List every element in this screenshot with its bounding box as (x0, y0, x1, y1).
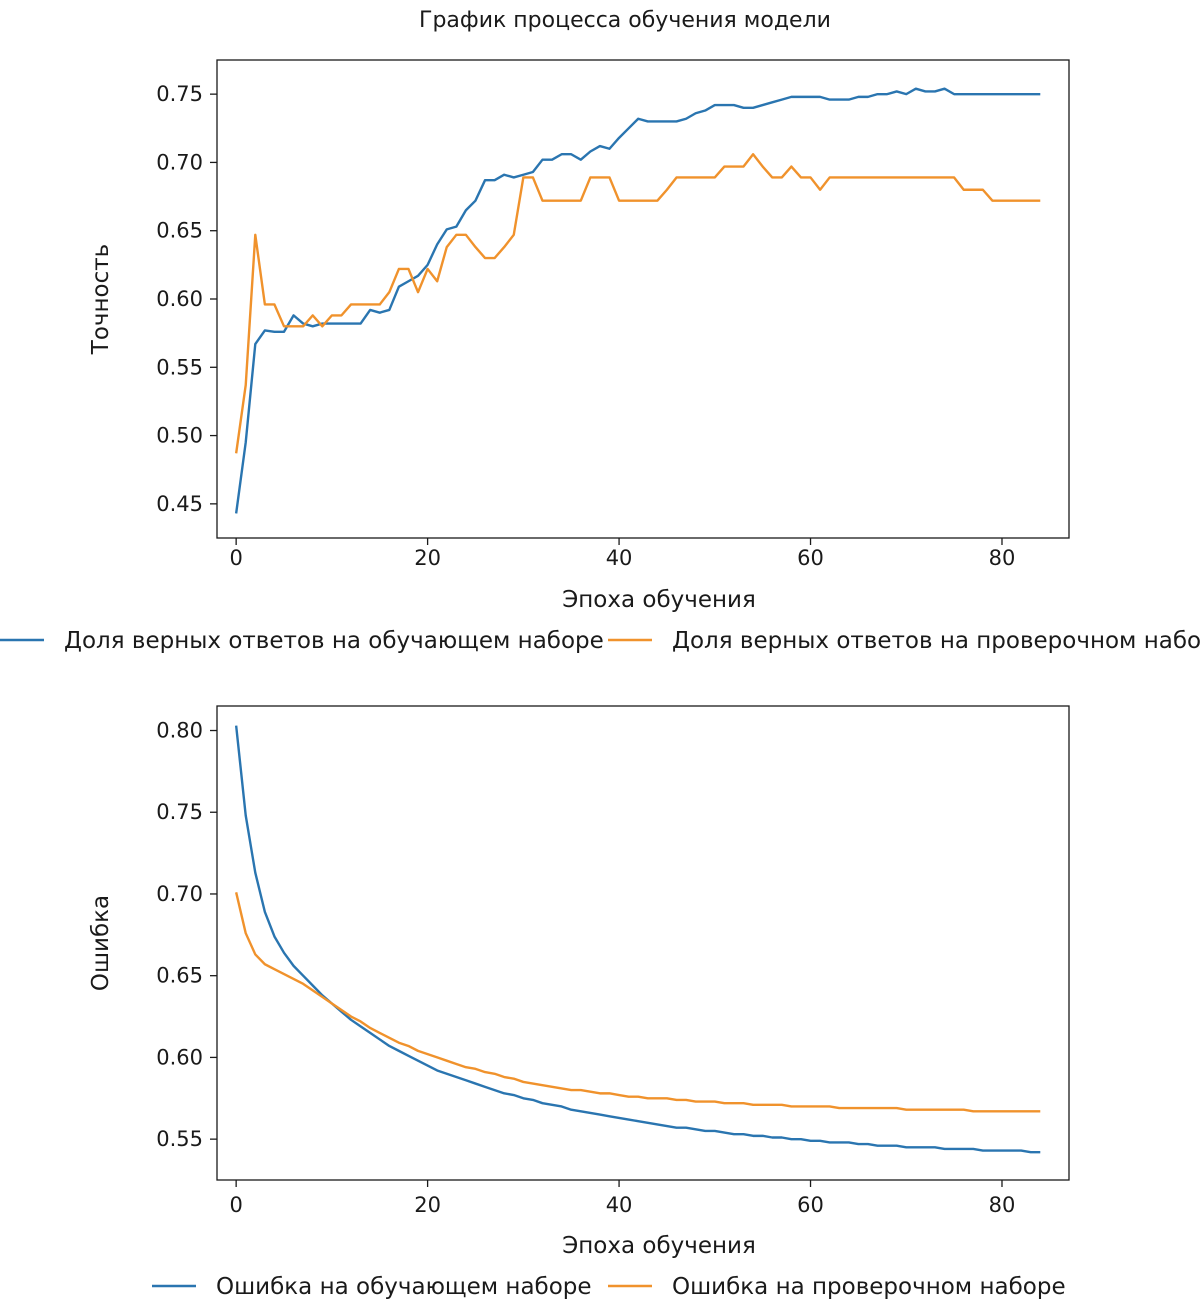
y-tick-label: 0.75 (156, 82, 203, 106)
y-tick-label: 0.65 (156, 219, 203, 243)
series-line-val (234, 153, 1041, 454)
x-tick-label: 20 (414, 546, 441, 570)
series-line-train (234, 725, 1041, 1154)
x-tick-label: 20 (414, 1193, 441, 1217)
x-tick-label: 40 (606, 546, 633, 570)
y-tick-label: 0.65 (156, 964, 203, 988)
y-tick-label: 0.50 (156, 424, 203, 448)
x-tick-label: 60 (797, 546, 824, 570)
x-tick-label: 80 (989, 1193, 1016, 1217)
y-tick-label: 0.80 (156, 719, 203, 743)
series-line-val (234, 892, 1041, 1113)
y-tick-label: 0.70 (156, 150, 203, 174)
y-tick-label: 0.75 (156, 800, 203, 824)
figure-title: График процесса обучения модели (419, 8, 831, 33)
y-tick-label: 0.60 (156, 1045, 203, 1069)
y-tick-label: 0.55 (156, 1127, 203, 1151)
plot-frame (216, 59, 1070, 539)
legend-label: Доля верных ответов на проверочном набор… (672, 628, 1200, 654)
accuracy-chart: 0 20 40 60 80 0.45 0.50 0.55 0.60 0.65 0.70 0.75 Эпо… (0, 59, 1200, 654)
x-tick-label: 40 (606, 1193, 633, 1217)
x-tick-label: 0 (229, 1193, 242, 1217)
x-tick-label: 60 (797, 1193, 824, 1217)
y-tick-label: 0.70 (156, 882, 203, 906)
x-tick-label: 80 (989, 546, 1016, 570)
y-axis-title: Точность (88, 244, 114, 355)
series-line-train (234, 87, 1041, 514)
y-tick-label: 0.45 (156, 492, 203, 516)
loss-chart: 0 20 40 60 80 0.55 0.60 0.65 0.70 0.75 0.80 Эпоха о… (88, 705, 1070, 1300)
y-tick-label: 0.60 (156, 287, 203, 311)
x-axis-title: Эпоха обучения (562, 1233, 756, 1259)
legend-label: Ошибка на проверочном наборе (672, 1274, 1066, 1300)
y-tick-label: 0.55 (156, 355, 203, 379)
legend-label: Доля верных ответов на обучающем наборе (64, 628, 604, 654)
x-tick-label: 0 (229, 546, 242, 570)
x-axis-title: Эпоха обучения (562, 587, 756, 613)
y-axis-title: Ошибка (88, 895, 114, 991)
plot-frame (216, 705, 1070, 1181)
legend-label: Ошибка на обучающем наборе (216, 1274, 592, 1300)
